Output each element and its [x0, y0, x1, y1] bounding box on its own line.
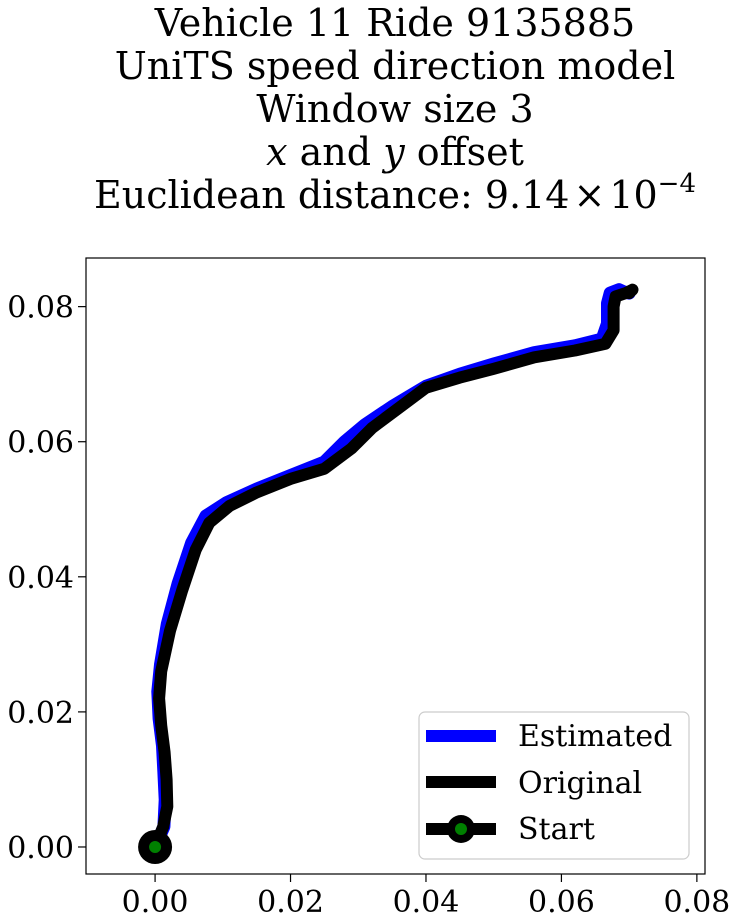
- title-times-sign: ×: [573, 173, 605, 217]
- y-tick-label: 0.00: [7, 831, 74, 866]
- x-tick-label: 0.06: [528, 885, 595, 920]
- x-tick-label: 0.04: [393, 885, 460, 920]
- title-line-2: UniTS speed direction model: [115, 44, 675, 88]
- title-distance-prefix: Euclidean distance: 9.14: [94, 173, 569, 217]
- x-tick-label: 0.08: [663, 885, 730, 920]
- legend-frame: [418, 711, 690, 860]
- title-line-5: Euclidean distance: 9.14 × 10−4: [94, 169, 696, 217]
- title-var-y: y: [381, 130, 405, 174]
- y-tick-label: 0.04: [7, 561, 74, 596]
- y-tick-label: 0.08: [7, 291, 74, 326]
- title-line-3: Window size 3: [256, 87, 533, 131]
- y-axis: 0.00 0.02 0.04 0.06 0.08: [7, 291, 86, 866]
- legend-estimated-label: Estimated: [518, 719, 672, 754]
- legend-start-marker: [455, 823, 467, 835]
- title-exponent: −4: [658, 169, 696, 199]
- title-line-4: x and y offset: [266, 130, 524, 174]
- chart-title: Vehicle 11 Ride 9135885 UniTS speed dire…: [94, 1, 696, 217]
- legend-start-label: Start: [518, 812, 595, 847]
- title-exp-base: 10: [609, 173, 657, 217]
- title-var-x: x: [266, 130, 287, 174]
- start-layer: [138, 829, 173, 864]
- y-tick-label: 0.02: [7, 696, 74, 731]
- series-line-original: [149, 283, 639, 853]
- x-tick-label: 0.02: [257, 885, 324, 920]
- title-offset-word: offset: [405, 130, 524, 174]
- x-tick-label: 0.00: [122, 885, 189, 920]
- title-line-1: Vehicle 11 Ride 9135885: [154, 1, 635, 45]
- x-axis: 0.00 0.02 0.04 0.06 0.08: [122, 874, 730, 920]
- series-layer: [148, 283, 639, 854]
- plot-frame: [85, 257, 706, 875]
- y-tick-label: 0.06: [7, 426, 74, 461]
- plot-area: [85, 257, 706, 875]
- legend-original-label: Original: [518, 766, 642, 801]
- legend: Estimated Original Start: [418, 711, 690, 860]
- start-marker: [149, 840, 162, 853]
- title-and: and: [288, 130, 384, 174]
